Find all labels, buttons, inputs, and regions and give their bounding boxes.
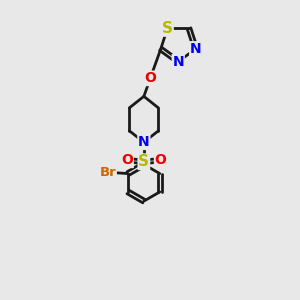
Text: O: O [155, 153, 167, 167]
Text: S: S [162, 21, 173, 36]
Text: N: N [172, 55, 184, 69]
Text: S: S [138, 154, 149, 169]
Text: N: N [190, 42, 202, 56]
Text: O: O [121, 153, 133, 167]
Text: Br: Br [99, 166, 116, 179]
Text: N: N [138, 135, 150, 149]
Text: O: O [144, 71, 156, 85]
